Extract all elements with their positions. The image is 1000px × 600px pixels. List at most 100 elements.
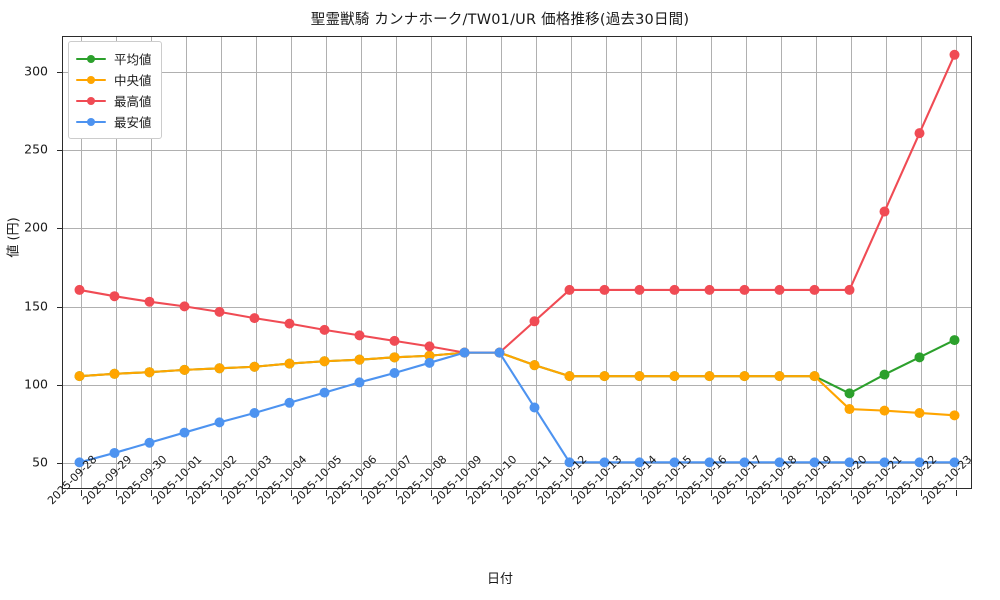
data-point-marker: [214, 417, 225, 428]
grid-line-vertical: [605, 37, 607, 488]
data-point-marker: [144, 367, 155, 378]
series-line: [78, 351, 956, 417]
x-axis-tick: [920, 490, 922, 496]
legend-item-label: 平均値: [114, 52, 152, 67]
legend-line-marker-icon: [76, 53, 106, 65]
data-point-marker: [844, 457, 855, 468]
data-point-marker: [914, 457, 925, 468]
data-point-marker: [389, 352, 400, 363]
x-axis-tick: [535, 490, 537, 496]
data-point-marker: [599, 284, 610, 295]
grid-line-vertical: [255, 37, 257, 488]
y-axis-tick: [57, 306, 63, 308]
series-最安値: [74, 347, 960, 468]
data-point-marker: [844, 388, 855, 399]
x-axis-tick: [885, 490, 887, 496]
data-point-marker: [949, 335, 960, 346]
data-point-marker: [74, 284, 85, 295]
x-axis-tick: [815, 490, 817, 496]
data-point-marker: [634, 457, 645, 468]
grid-line-vertical: [500, 37, 502, 488]
grid-line-vertical: [710, 37, 712, 488]
data-point-marker: [494, 347, 505, 358]
data-point-marker: [879, 369, 890, 380]
legend-line-marker-icon: [76, 95, 106, 107]
legend-item-label: 最高値: [114, 94, 152, 109]
grid-line-horizontal: [63, 385, 971, 386]
grid-line-vertical: [220, 37, 222, 488]
grid-line-vertical: [150, 37, 152, 488]
data-point-marker: [599, 371, 610, 382]
x-axis-tick: [570, 490, 572, 496]
data-point-marker: [424, 350, 435, 361]
data-point-marker: [319, 324, 330, 335]
legend-item[interactable]: 中央値: [76, 69, 152, 90]
plot-area: [57, 36, 972, 496]
chart-title: 聖霊獣騎 カンナホーク/TW01/UR 価格推移(過去30日間): [310, 12, 690, 28]
data-point-marker: [389, 335, 400, 346]
data-point-marker: [809, 457, 820, 468]
legend-item-label: 中央値: [114, 73, 152, 88]
data-point-marker: [249, 313, 260, 324]
data-point-marker: [109, 447, 120, 458]
data-point-marker: [914, 352, 925, 363]
data-point-marker: [389, 368, 400, 379]
data-point-marker: [634, 284, 645, 295]
data-point-marker: [74, 457, 85, 468]
x-axis-tick: [220, 490, 222, 496]
x-axis-tick: [80, 490, 82, 496]
x-axis-tick: [955, 490, 957, 496]
x-axis-tick: [360, 490, 362, 496]
data-point-marker: [529, 360, 540, 371]
x-axis-tick: [115, 490, 117, 496]
x-axis-tick: [500, 490, 502, 496]
legend-item[interactable]: 最安値: [76, 111, 152, 132]
data-point-marker: [599, 457, 610, 468]
data-point-marker: [354, 330, 365, 341]
x-axis-tick: [430, 490, 432, 496]
x-axis-tick: [465, 490, 467, 496]
y-axis-tick: [57, 385, 63, 386]
legend-line-marker-icon: [76, 116, 106, 128]
data-point-marker: [914, 407, 925, 418]
data-point-marker: [809, 284, 820, 295]
data-point-marker: [879, 457, 890, 468]
grid-line-horizontal: [63, 228, 971, 230]
data-point-marker: [249, 407, 260, 418]
data-point-marker: [354, 354, 365, 365]
data-point-marker: [669, 457, 680, 468]
legend-item[interactable]: 最高値: [76, 90, 152, 111]
x-axis-title: 日付: [486, 572, 513, 587]
grid-line-vertical: [360, 37, 362, 488]
data-point-marker: [669, 284, 680, 295]
y-axis-tick-label: 200: [24, 219, 48, 235]
x-axis-tick: [605, 490, 607, 496]
series-最高値: [74, 49, 960, 358]
grid-line-vertical: [535, 37, 537, 488]
x-axis-tick: [640, 490, 642, 496]
data-point-marker: [704, 457, 715, 468]
grid-line-vertical: [115, 37, 117, 488]
series-中央値: [74, 347, 960, 421]
data-point-marker: [284, 358, 295, 369]
grid-line-vertical: [640, 37, 642, 488]
data-point-marker: [564, 371, 575, 382]
x-axis-tick: [290, 490, 292, 496]
data-point-marker: [704, 371, 715, 382]
grid-line-vertical: [955, 37, 957, 488]
data-point-marker: [319, 387, 330, 398]
data-point-marker: [774, 457, 785, 468]
y-axis-tick-label: 100: [24, 376, 48, 392]
y-axis-tick-labels: 50 100 150 200 250 300: [0, 36, 56, 489]
y-axis-tick: [57, 463, 63, 465]
grid-line-vertical: [570, 37, 572, 488]
x-axis-tick: [745, 490, 747, 496]
x-axis-tick: [780, 490, 782, 496]
grid-line-vertical: [465, 37, 467, 488]
legend-item[interactable]: 平均値: [76, 48, 152, 69]
data-point-marker: [179, 301, 190, 312]
grid-line-vertical: [780, 37, 782, 488]
grid-line-vertical: [325, 37, 327, 488]
data-point-marker: [564, 457, 575, 468]
